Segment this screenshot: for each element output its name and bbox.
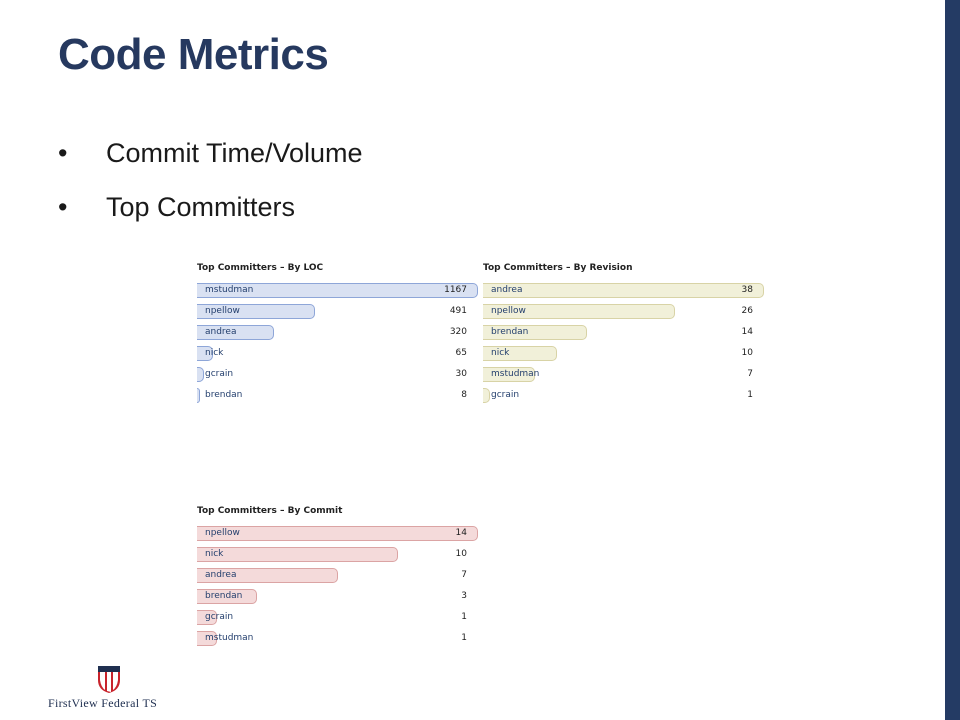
chart-title: Top Committers – By Commit: [197, 506, 343, 516]
chart-bar-row: mstudman 1167: [197, 281, 479, 302]
chart-category-label: nick: [491, 348, 510, 358]
chart-bar: [197, 568, 338, 583]
chart-bar-row: npellow 491: [197, 302, 479, 323]
chart-category-label: andrea: [205, 570, 237, 580]
chart-value-label: 14: [455, 528, 467, 538]
chart-bar-row: npellow 14: [197, 524, 479, 545]
chart-category-label: brendan: [205, 591, 243, 601]
chart-bar-row: mstudman 7: [483, 365, 765, 386]
chart-bar: [197, 589, 257, 604]
company-logo: FirstView Federal TS: [48, 664, 188, 712]
chart-value-label: 1167: [444, 285, 467, 295]
chart-panel-revision: Top Committers – By Revision andrea 38 npe…: [483, 261, 765, 407]
chart-bar: [197, 367, 204, 382]
logo-wordmark: FirstView Federal TS: [48, 696, 158, 710]
chart-category-label: gcrain: [205, 612, 234, 622]
chart-title: Top Committers – By LOC: [197, 263, 324, 273]
chart-bar: [483, 283, 764, 298]
chart-category-label: nick: [205, 549, 224, 559]
chart-value-label: 10: [455, 549, 467, 559]
chart-category-label: andrea: [205, 327, 237, 337]
chart-bar: [197, 346, 213, 361]
chart-value-label: 14: [741, 327, 753, 337]
chart-bar: [483, 388, 490, 403]
chart-bar: [197, 304, 315, 319]
bullet-text: Commit Time/Volume: [106, 138, 363, 168]
chart-category-label: andrea: [491, 285, 523, 295]
chart-bar: [483, 367, 535, 382]
chart-rows: andrea 38 npellow 26 brendan 14 nick 10 mstudman…: [483, 281, 765, 407]
chart-bar-row: mstudman 1: [197, 629, 479, 650]
chart-bar-row: brendan 3: [197, 587, 479, 608]
chart-bar-row: andrea 320: [197, 323, 479, 344]
chart-bar: [483, 325, 587, 340]
chart-bar: [197, 547, 398, 562]
chart-bar-row: brendan 8: [197, 386, 479, 407]
chart-title: Top Committers – By Revision: [483, 263, 633, 273]
chart-rows: npellow 14 nick 10 andrea 7 brendan 3 gcrain 1 mst…: [197, 524, 479, 650]
chart-value-label: 3: [461, 591, 467, 601]
chart-bar-row: brendan 14: [483, 323, 765, 344]
chart-value-label: 7: [461, 570, 467, 580]
slide-title: Code Metrics: [58, 30, 329, 79]
chart-value-label: 491: [449, 306, 467, 316]
chart-value-label: 1: [747, 390, 753, 400]
chart-bar: [197, 631, 217, 646]
chart-bar-row: nick 10: [197, 545, 479, 566]
chart-value-label: 1: [461, 612, 467, 622]
flag-shield-logo-icon: [98, 666, 120, 693]
chart-bar: [197, 283, 478, 298]
chart-category-label: mstudman: [205, 633, 254, 643]
chart-bar: [197, 526, 478, 541]
chart-value-label: 7: [747, 369, 753, 379]
chart-bar-row: gcrain 1: [197, 608, 479, 629]
chart-bar-row: npellow 26: [483, 302, 765, 323]
chart-value-label: 8: [461, 390, 467, 400]
chart-bar-row: gcrain 1: [483, 386, 765, 407]
chart-bar: [483, 304, 675, 319]
chart-bar-row: gcrain 30: [197, 365, 479, 386]
chart-panel-commit: Top Committers – By Commit npellow 14 nick…: [197, 504, 479, 650]
chart-bar: [197, 388, 200, 403]
chart-bar: [483, 346, 557, 361]
chart-category-label: mstudman: [205, 285, 254, 295]
side-accent-band: [945, 0, 960, 720]
chart-panel-loc: Top Committers – By LOC mstudman 1167 npel…: [197, 261, 479, 407]
chart-category-label: brendan: [205, 390, 243, 400]
chart-value-label: 320: [449, 327, 467, 337]
chart-bar-row: nick 65: [197, 344, 479, 365]
chart-category-label: gcrain: [491, 390, 520, 400]
chart-bar-row: andrea 38: [483, 281, 765, 302]
chart-category-label: npellow: [205, 528, 240, 538]
chart-bar: [197, 610, 217, 625]
chart-category-label: npellow: [491, 306, 526, 316]
bullet-marker: •: [58, 138, 68, 168]
chart-value-label: 30: [455, 369, 467, 379]
chart-value-label: 1: [461, 633, 467, 643]
chart-category-label: nick: [205, 348, 224, 358]
bullet-marker: •: [58, 192, 68, 222]
chart-bar-row: nick 10: [483, 344, 765, 365]
chart-value-label: 38: [741, 285, 753, 295]
chart-value-label: 26: [741, 306, 753, 316]
bullet-text: Top Committers: [106, 192, 296, 222]
chart-category-label: gcrain: [205, 369, 234, 379]
chart-category-label: mstudman: [491, 369, 540, 379]
chart-rows: mstudman 1167 npellow 491 andrea 320 nick 65 gcr…: [197, 281, 479, 407]
chart-bar-row: andrea 7: [197, 566, 479, 587]
chart-value-label: 10: [741, 348, 753, 358]
chart-category-label: brendan: [491, 327, 529, 337]
chart-value-label: 65: [455, 348, 467, 358]
chart-bar: [197, 325, 274, 340]
chart-category-label: npellow: [205, 306, 240, 316]
